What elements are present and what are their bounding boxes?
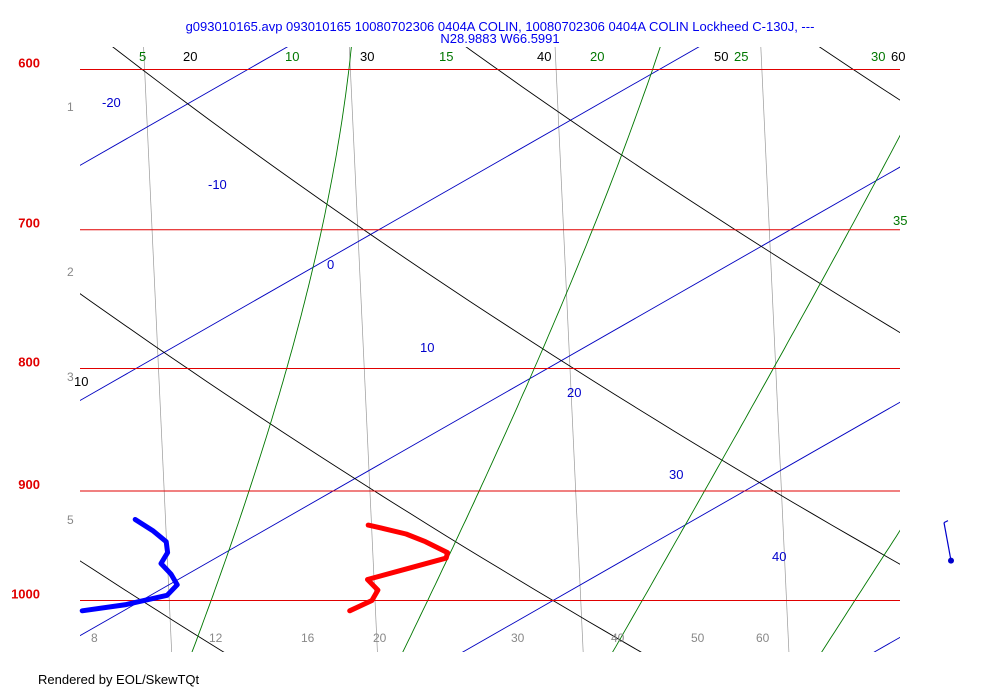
mixing-ratio-line: [760, 47, 790, 652]
mixing-ratio-label: 30: [511, 631, 525, 645]
moist-adiabat-label: 25: [734, 49, 748, 64]
mixing-ratio-label: 12: [209, 631, 223, 645]
dry-adiabat-label: 60: [891, 49, 905, 64]
moist-adiabat-label: 30: [871, 49, 885, 64]
dry-adiabat-label: 20: [183, 49, 197, 64]
dry-adiabat-label: 30: [360, 49, 374, 64]
chart-title-line2: N28.9883 W66.5991: [440, 31, 559, 46]
isotherm-label: 10: [420, 340, 434, 355]
isotherm-line: [80, 47, 700, 402]
dewpoint-trace: [79, 517, 180, 614]
sounding-traces: [79, 517, 450, 614]
moist-adiabat-line: [191, 47, 352, 652]
dry-adiabat-line: [980, 0, 1000, 700]
moist-adiabat-label: 10: [285, 49, 299, 64]
altitude-label: 2: [67, 265, 74, 279]
isotherm-line: [461, 401, 900, 652]
chart-title-line1: g093010165.avp 093010165 10080702306 040…: [186, 19, 815, 34]
moist-adiabat-line: [402, 47, 661, 652]
moist-adiabat-line: [612, 134, 900, 652]
pressure-label: 600: [18, 56, 40, 71]
altitude-label: 5: [67, 513, 74, 527]
footer-credit: Rendered by EOL/SkewTQt: [38, 672, 200, 687]
dry-adiabat-line: [80, 293, 642, 652]
pressure-label: 700: [18, 216, 40, 231]
wind-barb-flag: [943, 520, 949, 524]
mixing-ratio-label: 8: [91, 631, 98, 645]
isotherm-label: 40: [772, 549, 786, 564]
mixing-ratio-label: 16: [301, 631, 315, 645]
axis-labels: 600 700 800 900 1000 -20 -10 0 10 20 30 40 10 20 30 40 5…: [11, 49, 907, 645]
dry-adiabat-line: [818, 47, 900, 101]
pressure-label: 1000: [11, 587, 40, 602]
mixing-ratio-line: [348, 47, 378, 652]
isotherm-label: 20: [567, 385, 581, 400]
dry-adiabat-label: 40: [537, 49, 551, 64]
temperature-trace: [347, 522, 450, 614]
isotherm-line: [80, 47, 289, 166]
moist-adiabat-label: 35: [893, 213, 907, 228]
mixing-ratio-label: 50: [691, 631, 705, 645]
dry-adiabat-line: [80, 560, 225, 652]
mixing-ratio-line: [961, 0, 997, 700]
isotherm-line: [873, 636, 900, 652]
dry-adiabat-label: 50: [714, 49, 728, 64]
isotherm-label: 0: [327, 257, 334, 272]
dry-adiabat-label: 10: [74, 374, 88, 389]
wind-barbs: [943, 520, 954, 564]
wind-barb-staff: [943, 522, 952, 561]
mixing-ratio-line: [554, 47, 584, 652]
wind-barb-station: [948, 557, 954, 564]
moist-adiabat-line: [821, 529, 900, 652]
altitude-label: 1: [67, 100, 74, 114]
wind-barb: [943, 520, 954, 564]
mixing-ratio-label: 20: [373, 631, 387, 645]
pressure-label: 800: [18, 355, 40, 370]
pressure-label: 900: [18, 477, 40, 492]
moist-adiabat-label: 20: [590, 49, 604, 64]
isotherm-label: -20: [102, 95, 121, 110]
isotherm-label: 30: [669, 467, 683, 482]
mixing-ratio-label: 60: [756, 631, 770, 645]
altitude-label: 3: [67, 370, 74, 384]
dry-adiabat-line: [465, 47, 900, 334]
isotherm-label: -10: [208, 177, 227, 192]
moist-adiabat-label: 15: [439, 49, 453, 64]
moist-adiabat-label: 5: [139, 49, 146, 64]
mixing-ratio-label: 40: [611, 631, 625, 645]
